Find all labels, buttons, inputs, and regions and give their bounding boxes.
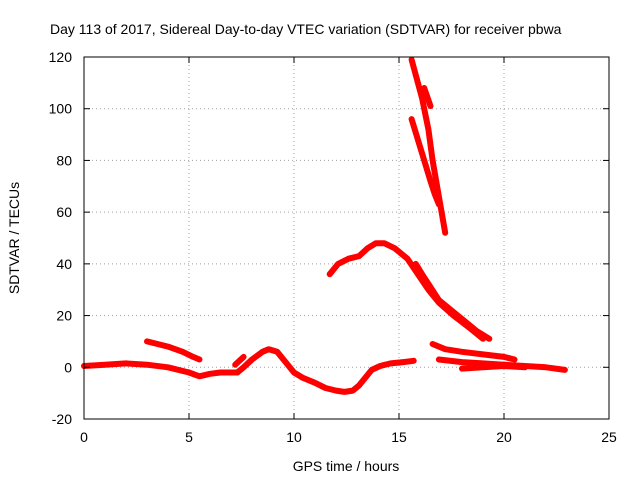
plot-frame — [83, 56, 610, 420]
y-tick-label: 20 — [56, 308, 72, 324]
series-line-s3 — [299, 357, 417, 395]
series-line-s5 — [232, 353, 247, 368]
y-tick-label: 60 — [56, 204, 72, 220]
y-tick-label: -20 — [52, 411, 72, 427]
y-tick-label: 0 — [64, 359, 72, 375]
chart-title: Day 113 of 2017, Sidereal Day-to-day VTE… — [50, 21, 562, 37]
x-tick-label: 0 — [80, 429, 88, 445]
series-line-s2 — [234, 346, 306, 381]
series-line-s10 — [421, 85, 434, 110]
series-line-s6 — [326, 240, 486, 342]
series-line-s1 — [81, 360, 241, 380]
series-line-s9 — [408, 116, 442, 208]
x-axis-label: GPS time / hours — [293, 458, 400, 474]
series-line-s13 — [459, 363, 528, 372]
series-group — [81, 56, 568, 395]
y-tick-label: 40 — [56, 256, 72, 272]
x-tick-label: 10 — [286, 429, 302, 445]
y-axis-label: SDTVAR / TECUs — [6, 182, 22, 294]
series-line-s4 — [144, 338, 203, 363]
x-tick-label: 15 — [391, 429, 407, 445]
grid — [84, 57, 609, 419]
y-tick-label: 100 — [49, 101, 73, 117]
y-tick-label: 80 — [56, 152, 72, 168]
x-tick-label: 5 — [185, 429, 193, 445]
series-line-s11 — [429, 341, 518, 363]
x-tick-label: 20 — [496, 429, 512, 445]
x-tick-label: 25 — [601, 429, 617, 445]
series-line-s7 — [412, 260, 493, 342]
axis-ticks: 0 5 10 15 20 25 -20 0 20 40 60 80 100 120 — [49, 49, 617, 445]
y-tick-label: 120 — [49, 49, 73, 65]
